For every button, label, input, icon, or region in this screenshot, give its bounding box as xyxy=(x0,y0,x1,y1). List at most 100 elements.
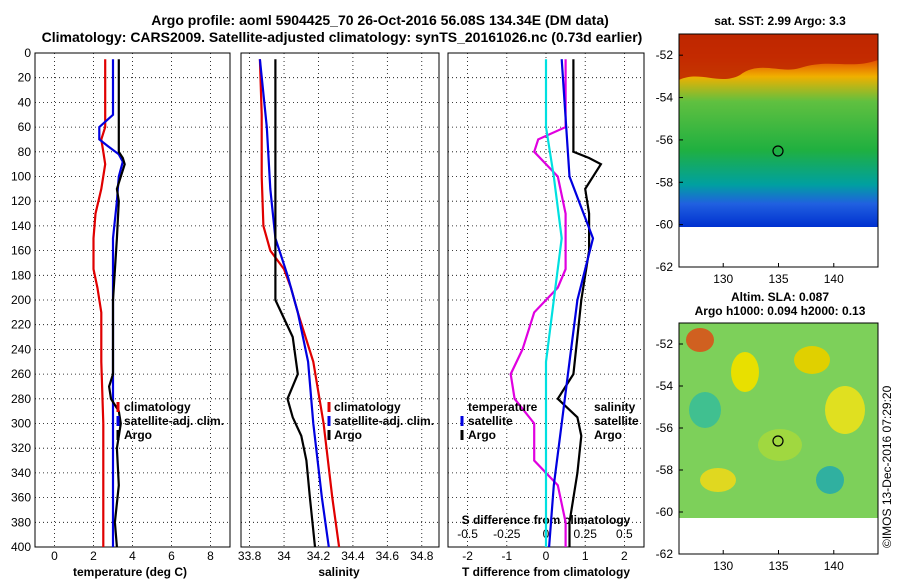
title-line-1: Argo profile: aoml 5904425_70 26-Oct-201… xyxy=(151,12,609,28)
series-line-satellite-adj-clim- xyxy=(258,59,330,548)
y-tick-label: 40 xyxy=(18,95,32,109)
y-tick-label: 160 xyxy=(11,244,31,258)
series-line-t-satellite xyxy=(509,59,567,547)
map-x-tick-label: 135 xyxy=(768,272,788,286)
difference-xlabel: T difference from climatology xyxy=(462,565,630,579)
sla-map: Altim. SLA: 0.087 Argo h1000: 0.094 h200… xyxy=(656,290,879,573)
sst-nodata xyxy=(679,227,878,267)
y-tick-label: 320 xyxy=(11,441,31,455)
difference-legend-left: temperature satellite Argo xyxy=(460,400,538,442)
sla-patch xyxy=(816,466,844,494)
x-tick-label: 34.6 xyxy=(376,549,400,563)
x-tick-label: 34.4 xyxy=(341,549,365,563)
y-tick-label: 220 xyxy=(11,318,31,332)
title-line-2: Climatology: CARS2009. Satellite-adjuste… xyxy=(42,29,643,45)
legend-temperature-title: temperature xyxy=(468,400,538,414)
sla-title-2: Argo h1000: 0.094 h2000: 0.13 xyxy=(695,304,866,318)
sla-title-1: Altim. SLA: 0.087 xyxy=(731,290,829,304)
temperature-ticks: 0204060801001201401601802002202402602803… xyxy=(11,46,230,563)
x-tick-label: -1 xyxy=(501,549,512,563)
x-tick-label: 34.2 xyxy=(307,549,331,563)
difference-lines xyxy=(509,59,603,548)
map-y-tick-label: -58 xyxy=(656,463,674,477)
temperature-legend: climatology satellite-adj. clim. Argo xyxy=(116,400,224,442)
sla-patch xyxy=(731,352,759,392)
sst-warm-patch xyxy=(679,34,878,80)
top-x-tick-label: -0.25 xyxy=(493,527,521,541)
temperature-xlabel: temperature (deg C) xyxy=(73,565,187,579)
sst-title: sat. SST: 2.99 Argo: 3.3 xyxy=(714,14,846,28)
temperature-lines xyxy=(92,59,126,548)
map-y-tick-label: -60 xyxy=(656,505,674,519)
sla-patch xyxy=(686,328,714,352)
map-x-tick-label: 130 xyxy=(713,272,733,286)
x-tick-label: 2 xyxy=(621,549,628,563)
map-y-tick-label: -56 xyxy=(656,133,674,147)
series-line-argo xyxy=(107,59,126,548)
sst-ticks: 130 135 140 -52 -54 -56 -58 -60 -62 xyxy=(656,48,844,286)
x-tick-label: 2 xyxy=(90,549,97,563)
y-tick-label: 360 xyxy=(11,491,31,505)
legend-satellite: satellite-adj. clim. xyxy=(124,414,224,428)
salinity-lines xyxy=(258,59,341,548)
difference-ticks: -2 -1 0 1 2-0.5 -0.25 0 0.25 0.5 xyxy=(448,52,644,563)
x-tick-label: 34.8 xyxy=(410,549,434,563)
legend-s-argo: Argo xyxy=(594,428,622,442)
sla-patch xyxy=(825,386,865,434)
x-tick-label: 8 xyxy=(207,549,214,563)
y-tick-label: 260 xyxy=(11,367,31,381)
map-y-tick-label: -54 xyxy=(656,91,674,105)
map-x-tick-label: 140 xyxy=(824,272,844,286)
legend-argo: Argo xyxy=(124,428,152,442)
y-tick-label: 140 xyxy=(11,219,31,233)
series-line-argo xyxy=(274,59,317,548)
y-tick-label: 380 xyxy=(11,515,31,529)
temperature-panel: temperature (deg C) 02040608010012014016… xyxy=(11,46,231,579)
y-tick-label: 340 xyxy=(11,466,31,480)
x-tick-label: 33.8 xyxy=(238,549,262,563)
x-tick-label: -2 xyxy=(462,549,473,563)
map-y-tick-label: -62 xyxy=(656,547,674,561)
salinity-ticks: 33.8 34 34.2 34.4 34.6 34.8 xyxy=(238,52,439,563)
map-y-tick-label: -58 xyxy=(656,175,674,189)
y-tick-label: 60 xyxy=(18,120,32,134)
sla-patch xyxy=(794,346,830,374)
y-tick-label: 20 xyxy=(18,71,32,85)
difference-panel: T difference from climatology S differen… xyxy=(447,52,645,579)
map-x-tick-label: 135 xyxy=(768,559,788,573)
x-tick-label: 6 xyxy=(168,549,175,563)
map-y-tick-label: -62 xyxy=(656,260,674,274)
series-line-s-argo xyxy=(548,59,595,548)
series-line-climatology xyxy=(258,59,341,548)
x-tick-label: 0 xyxy=(51,549,58,563)
y-tick-label: 300 xyxy=(11,417,31,431)
legend-t-argo: Argo xyxy=(468,428,496,442)
sla-patch xyxy=(700,468,736,492)
map-x-tick-label: 140 xyxy=(824,559,844,573)
top-x-tick-label: 0.5 xyxy=(616,527,633,541)
y-tick-label: 80 xyxy=(18,145,32,159)
salinity-xlabel: salinity xyxy=(318,565,360,579)
salinity-panel: salinity 33.8 34 34.2 34.4 34.6 34.8 climatol… xyxy=(238,52,440,579)
y-tick-label: 240 xyxy=(11,342,31,356)
sst-map: sat. SST: 2.99 Argo: 3.3 130 135 140 -52 -54… xyxy=(656,14,879,286)
sla-nodata xyxy=(679,518,878,554)
watermark: ©IMOS 13-Dec-2016 07:29:20 xyxy=(880,385,894,548)
sla-float-marker xyxy=(772,435,784,447)
y-tick-label: 100 xyxy=(11,170,31,184)
legend-s-satellite: satellite xyxy=(594,414,639,428)
map-x-tick-label: 130 xyxy=(713,559,733,573)
top-x-tick-label: -0.5 xyxy=(457,527,478,541)
y-tick-label: 0 xyxy=(24,46,31,60)
map-y-tick-label: -52 xyxy=(656,48,674,62)
legend-salinity-title: salinity xyxy=(594,400,636,414)
x-tick-label: 1 xyxy=(582,549,589,563)
legend-satellite: satellite-adj. clim. xyxy=(334,414,434,428)
y-tick-label: 200 xyxy=(11,293,31,307)
legend-t-satellite: satellite xyxy=(468,414,513,428)
x-tick-label: 4 xyxy=(129,549,136,563)
sla-patch xyxy=(689,392,721,428)
difference-legend-right: salinity satellite Argo xyxy=(594,400,639,442)
map-y-tick-label: -60 xyxy=(656,218,674,232)
